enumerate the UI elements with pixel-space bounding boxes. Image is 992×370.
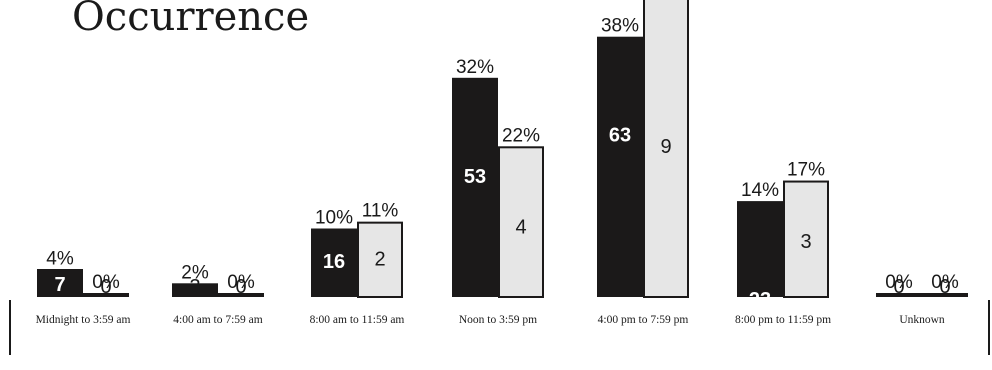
bar-percent-2 xyxy=(218,293,264,297)
count-label-a-1: 7 xyxy=(54,274,65,296)
percent-label-a-6: 14% xyxy=(741,180,779,201)
category-label-5: 4:00 pm to 7:59 pm xyxy=(598,314,689,326)
count-label-a-5: 63 xyxy=(609,125,631,147)
percent-label-b-3: 11% xyxy=(362,201,399,222)
count-label-b-6: 3 xyxy=(800,231,811,253)
bar-count-7 xyxy=(876,293,922,297)
count-label-b-5: 9 xyxy=(660,136,671,158)
category-label-1: Midnight to 3:59 am xyxy=(36,314,131,326)
category-label-2: 4:00 am to 7:59 am xyxy=(173,314,262,326)
percent-label-b-6: 17% xyxy=(787,160,825,181)
count-label-a-7: 0 xyxy=(893,276,904,298)
category-label-4: Noon to 3:59 pm xyxy=(459,314,537,326)
percent-label-a-7: 0% xyxy=(885,272,913,293)
count-label-a-4: 53 xyxy=(464,166,486,188)
bar-count-box-1 xyxy=(37,269,83,297)
count-label-b-1: 0 xyxy=(100,276,111,298)
bar-count-3 xyxy=(311,228,357,297)
bar-percent-7 xyxy=(922,293,968,297)
chart-title: Occurrence xyxy=(72,0,309,40)
percent-label-a-2: 2% xyxy=(181,262,209,283)
count-label-a-2: 3 xyxy=(189,276,200,298)
percent-label-b-1: 0% xyxy=(92,272,120,293)
percent-label-a-3: 10% xyxy=(315,208,353,229)
percent-label-b-4: 22% xyxy=(502,125,540,146)
category-label-6: 8:00 pm to 11:59 pm xyxy=(735,314,831,326)
bar-percent-3 xyxy=(357,221,403,298)
count-label-a-6: 23 xyxy=(749,289,771,311)
percent-label-a-1: 4% xyxy=(46,249,74,270)
bar-percent-6 xyxy=(783,180,829,298)
percent-label-b-7: 0% xyxy=(931,272,959,293)
bar-percent-4 xyxy=(498,146,544,298)
category-label-7: Unknown xyxy=(899,314,945,326)
count-label-b-4: 4 xyxy=(515,217,526,239)
count-label-b-3: 2 xyxy=(374,248,385,270)
count-label-a-3: 16 xyxy=(323,251,345,273)
count-label-b-2: 0 xyxy=(235,276,246,298)
bar-percent-1 xyxy=(83,293,129,297)
bar-count-4 xyxy=(452,77,498,297)
bar-percent-5 xyxy=(643,0,689,298)
percent-label-a-5: 38% xyxy=(601,16,639,37)
category-label-3: 8:00 am to 11:59 am xyxy=(310,314,405,326)
count-label-b-7: 0 xyxy=(939,276,950,298)
percent-label-a-4: 32% xyxy=(456,57,494,78)
percent-label-b-2: 0% xyxy=(227,272,255,293)
bar-count-5 xyxy=(597,36,643,297)
bar-count-2 xyxy=(172,283,218,297)
bar-count-6 xyxy=(737,201,783,297)
